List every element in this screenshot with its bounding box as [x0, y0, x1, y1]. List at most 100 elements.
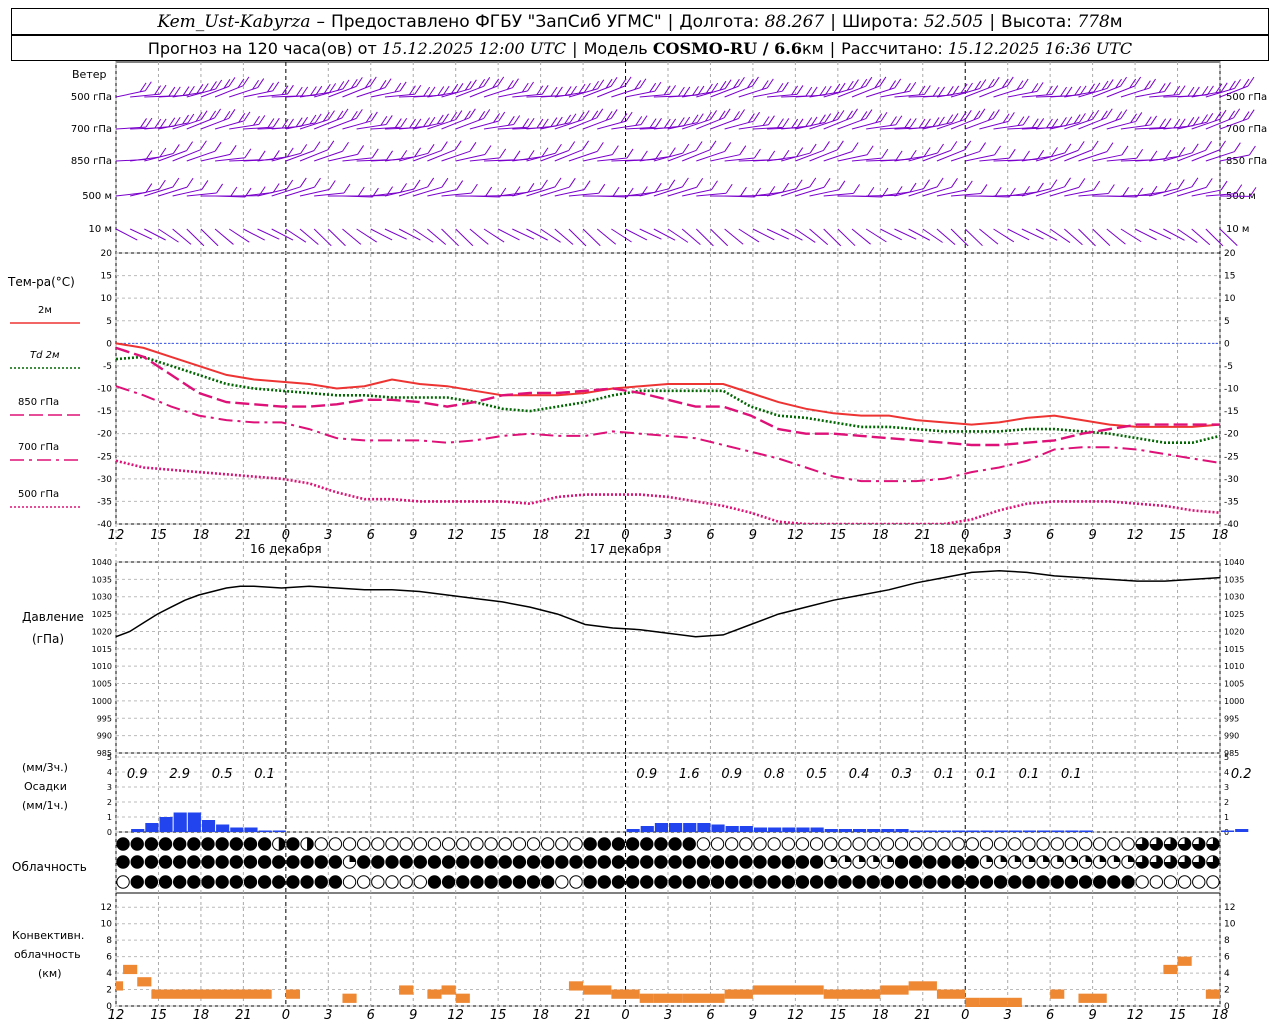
wind-barb-flag: [951, 178, 958, 188]
wind-barb: [710, 154, 740, 162]
pres-tick-left: 1020: [92, 627, 112, 636]
cloud-symbol: [583, 875, 597, 889]
cloud-symbol: [441, 855, 456, 869]
wind-barb-flag: [513, 150, 521, 161]
wind-barb-flag: [881, 148, 889, 159]
wind-barb-flag: [145, 183, 153, 193]
wind-barb-flag: [1143, 80, 1151, 90]
cloud-symbol: [144, 855, 159, 869]
wind-barb-flag: [824, 113, 832, 123]
wind-barb-flag: [1045, 85, 1053, 96]
wind-barb-flag: [796, 118, 804, 129]
wind-barb: [1177, 228, 1198, 244]
wind-barb-flag: [1051, 85, 1059, 95]
cloud-symbol: [1149, 875, 1164, 889]
pres-tick-left: 1030: [92, 593, 112, 602]
wind-barb: [299, 119, 329, 130]
wind-barb-flag: [669, 85, 676, 95]
pressure-unit: (гПа): [32, 632, 64, 646]
wind-barb: [483, 228, 505, 243]
wind-barb-flag: [1178, 147, 1186, 157]
wind-barb-flag: [295, 117, 303, 127]
conv-tick-left: 6: [106, 953, 112, 963]
cloud-symbol-partial: [278, 837, 285, 851]
cloud-symbol-partial: [1150, 855, 1163, 869]
wind-barb-flag: [1007, 112, 1015, 122]
wind-barb: [582, 117, 612, 130]
cloud-symbol: [937, 855, 951, 869]
wind-barb: [1063, 228, 1083, 246]
wind-barb-flag: [550, 86, 558, 97]
wind-barb-flag: [492, 78, 500, 89]
wind-barb-flag: [364, 78, 372, 89]
wind-barb-flag: [569, 113, 577, 123]
time-tick-label: 15: [1169, 528, 1186, 543]
wind-barb: [950, 228, 969, 247]
wind-barb-flag: [895, 115, 903, 126]
convective-bar: [880, 985, 909, 995]
wind-barb-flag: [625, 111, 633, 122]
pres-tick-right: 1000: [1224, 697, 1244, 706]
wind-barb: [200, 153, 231, 162]
wind-barb-flag: [1002, 113, 1010, 123]
wind-barb-flag: [463, 110, 471, 121]
wind-barb-flag: [350, 111, 358, 121]
temp-title: Тем-ра(°C): [7, 275, 75, 289]
wind-barb: [554, 119, 584, 130]
wind-barb-flag: [959, 111, 967, 122]
precip-bar: [1008, 830, 1022, 832]
wind-barb: [427, 228, 447, 245]
wind-barb-flag: [272, 81, 280, 92]
wind-barb-flag: [1065, 116, 1073, 127]
wind-barb-flag: [200, 140, 207, 151]
cloud-symbol: [951, 855, 965, 869]
wind-barb-flag: [654, 81, 662, 92]
conv-unit: (км): [38, 967, 62, 980]
day-label: 18 декабря: [929, 542, 1001, 556]
wind-barb-flag: [1242, 78, 1250, 89]
wind-barb-flag: [696, 113, 704, 123]
wind-barb-flag: [1178, 118, 1186, 129]
wind-barb-flag: [1017, 116, 1025, 126]
wind-barb-flag: [1106, 142, 1114, 152]
wind-barb-flag: [612, 186, 620, 197]
wind-barb: [936, 149, 965, 162]
wind-barb-flag: [499, 148, 507, 159]
cloud-symbol: [427, 875, 442, 889]
pres-tick-right: 1040: [1224, 558, 1244, 567]
cloud-symbol: [781, 855, 796, 869]
wind-barb-flag: [556, 86, 563, 97]
wind-barb-flag: [210, 81, 217, 91]
precip-bar: [782, 827, 796, 832]
wind-barb-flag: [428, 116, 436, 127]
convective-bar: [455, 993, 470, 1003]
wind-barb: [469, 157, 500, 162]
wind-barb: [611, 228, 632, 243]
wind-barb-flag: [1191, 143, 1199, 154]
wind-barb-flag: [596, 142, 604, 152]
cloud-symbol: [158, 875, 173, 889]
wind-barb: [186, 192, 217, 197]
day-label: 16 декабря: [250, 542, 322, 556]
cloud-symbol: [1078, 875, 1093, 889]
wind-level-right: 700 гПа: [1226, 124, 1267, 135]
wind-barb-flag: [427, 177, 435, 188]
cloud-symbol: [767, 875, 781, 889]
wind-barb: [1050, 186, 1080, 197]
wind-barb-flag: [819, 86, 827, 96]
precip-bar: [952, 830, 966, 832]
cloud-symbol: [1107, 875, 1121, 889]
wind-barb-flag: [464, 81, 472, 91]
wind-barb-flag: [851, 142, 859, 152]
wind-barb-flag: [1130, 113, 1137, 124]
wind-barb-flag: [423, 117, 430, 127]
precip-bar: [966, 830, 980, 832]
wind-barb-flag: [550, 117, 558, 127]
cloud-symbol: [640, 855, 654, 869]
wind-barb-flag: [635, 116, 643, 126]
precip-total: 0.1: [934, 767, 955, 782]
convective-bar: [137, 977, 152, 987]
wind-barb-flag: [483, 109, 491, 119]
wind-barb: [738, 228, 760, 243]
cloud-symbol: [597, 875, 612, 889]
